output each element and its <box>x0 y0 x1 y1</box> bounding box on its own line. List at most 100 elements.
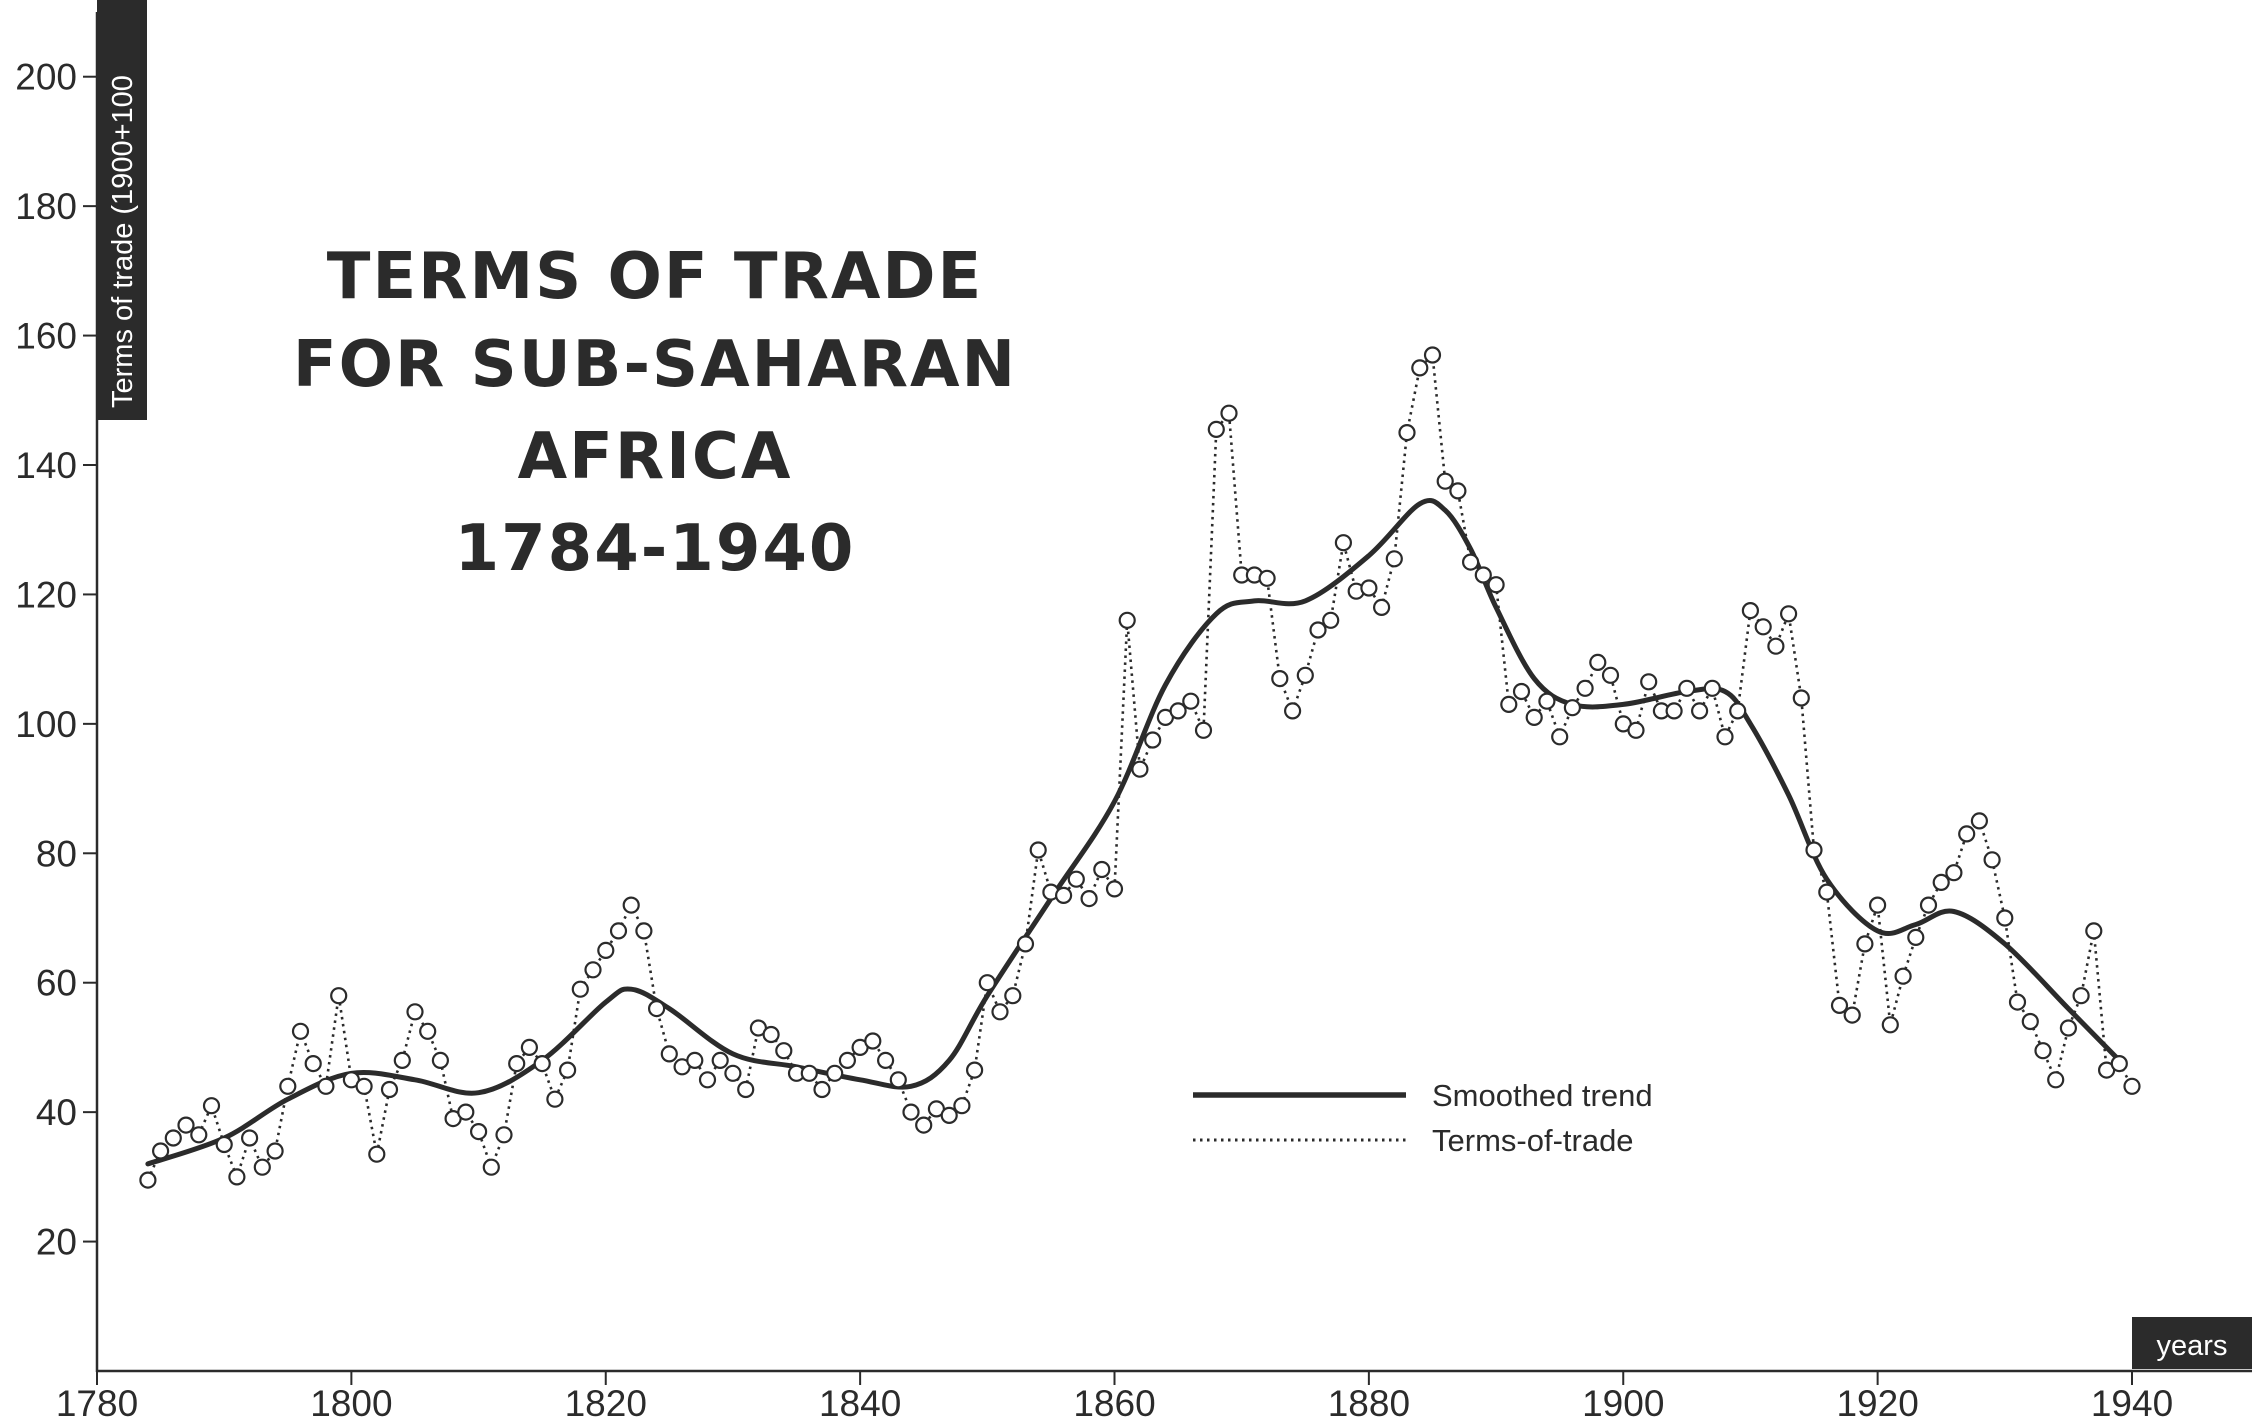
terms-of-trade-point <box>1958 825 1976 843</box>
terms-of-trade-point <box>1105 880 1124 898</box>
terms-of-trade-point <box>647 999 666 1018</box>
terms-of-trade-point <box>826 1064 844 1082</box>
terms-of-trade-point <box>215 1135 233 1154</box>
terms-of-trade-point <box>2021 1012 2039 1031</box>
y-tick-label: 60 <box>36 963 77 1004</box>
terms-of-trade-point <box>1792 689 1810 707</box>
terms-of-trade-point <box>915 1116 933 1134</box>
terms-of-trade-point <box>546 1090 564 1108</box>
terms-of-trade-point <box>1182 692 1200 710</box>
terms-of-trade-point <box>1436 472 1454 490</box>
terms-of-trade-point <box>597 941 615 960</box>
terms-of-trade-point <box>1716 728 1734 746</box>
terms-of-trade-point <box>266 1142 284 1160</box>
terms-of-trade-point <box>1690 702 1709 720</box>
terms-of-trade-point <box>431 1051 449 1070</box>
y-ticks: 20 40 60 80 100 120 140 160 180 200 <box>15 57 97 1263</box>
terms-of-trade-point <box>291 1022 310 1040</box>
terms-of-trade-point <box>1449 482 1467 500</box>
terms-of-trade-point <box>876 1051 895 1070</box>
terms-of-trade-point <box>1818 883 1836 901</box>
x-axis-label: years <box>2157 1330 2228 1362</box>
terms-of-trade-point <box>1538 692 1556 710</box>
title-line-4: 1784-1940 <box>455 512 856 586</box>
terms-of-trade-point <box>1271 669 1289 688</box>
terms-of-trade-point <box>622 896 640 914</box>
x-tick-label: 1940 <box>2091 1383 2173 1420</box>
series <box>139 346 2141 1189</box>
terms-of-trade-point <box>1016 935 1035 953</box>
terms-of-trade-point <box>1729 702 1747 720</box>
terms-of-trade-point <box>558 1061 577 1079</box>
terms-of-trade-point <box>864 1032 882 1050</box>
terms-of-trade-point <box>508 1054 526 1073</box>
terms-of-trade-point <box>1678 679 1696 697</box>
terms-of-trade-point <box>2047 1071 2065 1089</box>
terms-of-trade-point <box>1054 886 1073 905</box>
terms-of-trade-point <box>1589 653 1607 672</box>
terms-of-trade-point <box>330 987 348 1005</box>
terms-of-trade-point <box>2123 1077 2141 1095</box>
terms-of-trade-point <box>2072 987 2090 1005</box>
terms-of-trade-point <box>482 1158 500 1176</box>
terms-of-trade-point <box>1754 618 1772 636</box>
terms-of-trade-point <box>1360 579 1378 597</box>
terms-of-trade-point <box>1144 731 1162 749</box>
terms-of-trade-point <box>228 1168 246 1186</box>
terms-of-trade-point <box>393 1051 411 1070</box>
terms-of-trade-point <box>1474 566 1492 584</box>
terms-of-trade-point <box>1461 553 1480 571</box>
legend: Smoothed trend Terms-of-trade <box>1193 1078 1653 1158</box>
y-tick-label: 160 <box>15 316 77 357</box>
terms-of-trade-point <box>457 1103 475 1121</box>
terms-of-trade-point <box>1004 987 1022 1005</box>
terms-of-trade-point <box>1220 404 1238 422</box>
terms-of-trade-point <box>152 1142 170 1160</box>
terms-of-trade-point <box>1309 621 1327 639</box>
y-tick-label: 200 <box>15 57 77 98</box>
terms-of-trade-point <box>660 1045 678 1063</box>
terms-of-trade-point <box>1296 666 1314 684</box>
terms-of-trade-point <box>1283 702 1302 720</box>
terms-of-trade-point <box>1894 967 1912 985</box>
terms-of-trade-point <box>1970 812 1989 830</box>
terms-of-trade-point <box>584 961 602 979</box>
terms-of-trade-point <box>813 1080 831 1099</box>
y-tick-label: 20 <box>36 1222 77 1263</box>
terms-of-trade-point <box>1945 864 1963 882</box>
terms-of-trade-point <box>1868 896 1887 914</box>
y-tick-label: 180 <box>15 186 77 227</box>
terms-of-trade-point <box>902 1103 920 1121</box>
terms-of-trade-point <box>1983 851 2001 869</box>
terms-of-trade-point <box>304 1054 322 1073</box>
terms-of-trade-point <box>1601 666 1620 684</box>
terms-of-trade-point <box>1779 605 1798 623</box>
terms-of-trade-point <box>1640 673 1658 691</box>
terms-of-trade-point <box>1500 695 1518 714</box>
y-tick-label: 120 <box>15 574 77 615</box>
terms-of-trade-point <box>1907 928 1925 947</box>
terms-of-trade-point <box>1881 1016 1899 1034</box>
terms-of-trade-point <box>1856 935 1874 953</box>
terms-of-trade-point <box>1767 637 1785 655</box>
terms-of-trade-point <box>368 1145 386 1163</box>
title-line-2: FOR SUB-SAHARAN <box>293 328 1017 402</box>
terms-of-trade-point <box>571 980 589 998</box>
terms-of-trade-point <box>2110 1054 2128 1073</box>
chart-title: TERMS OF TRADE FOR SUB-SAHARAN AFRICA 17… <box>293 240 1017 586</box>
terms-of-trade-point <box>1093 860 1111 879</box>
y-tick-label: 40 <box>36 1092 77 1133</box>
y-axis-label: Terms of trade (1900+100 <box>107 75 139 408</box>
terms-of-trade-point <box>190 1126 208 1144</box>
terms-of-trade-point <box>520 1038 539 1057</box>
terms-of-trade-point <box>1067 870 1085 888</box>
terms-of-trade-point <box>1576 679 1594 697</box>
terms-of-trade-point <box>1118 611 1136 629</box>
terms-of-trade-point <box>1029 841 1047 859</box>
axes <box>95 12 2252 1373</box>
x-tick-label: 1860 <box>1073 1383 1155 1420</box>
terms-of-trade-point <box>495 1126 513 1144</box>
y-tick-label: 100 <box>15 704 77 745</box>
